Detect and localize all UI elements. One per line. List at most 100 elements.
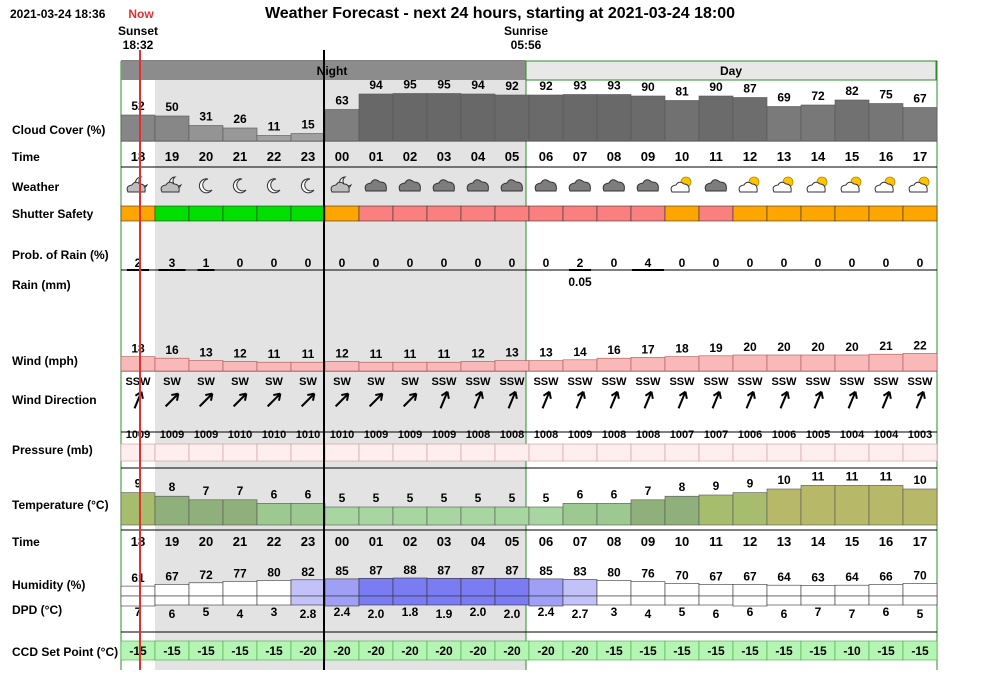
- wind-arrow-icon: [881, 390, 892, 409]
- label-dpd: DPD (°C): [12, 603, 62, 617]
- humidity-bar: [732, 583, 768, 597]
- wind-value: 16: [165, 343, 179, 357]
- ccd-value: -20: [469, 644, 487, 658]
- dpd-bar: [698, 595, 734, 606]
- pressure-value: 1010: [262, 429, 286, 441]
- humidity-bar: [596, 580, 632, 597]
- wind-bar: [426, 361, 462, 372]
- time-label: 21: [233, 149, 247, 164]
- pressure-value: 1010: [296, 429, 320, 441]
- humidity-value: 72: [199, 568, 213, 582]
- wind-direction-label: SW: [299, 376, 317, 388]
- night-panel: [155, 80, 526, 670]
- wind-bar: [120, 356, 156, 372]
- day-header: [525, 60, 937, 81]
- temperature-bar: [868, 485, 904, 526]
- cloud-cover-value: 63: [335, 94, 349, 108]
- dpd-value: 7: [849, 607, 856, 621]
- pressure-value: 1007: [670, 429, 694, 441]
- time-label: 19: [165, 149, 179, 164]
- humidity-value: 63: [811, 571, 825, 585]
- ccd-value: -15: [231, 644, 249, 658]
- cloud-cover-value: 15: [301, 118, 315, 132]
- weather-row: [126, 176, 930, 194]
- pressure-cell: [188, 443, 224, 462]
- rain-mm-value: 0.05: [568, 275, 592, 289]
- humidity-bar: [664, 583, 700, 597]
- ccd-value: -20: [537, 644, 555, 658]
- cloud-cover-bar: [392, 93, 428, 142]
- pressure-value: 1006: [772, 429, 796, 441]
- time-label: 14: [811, 149, 826, 164]
- partly-cloudy-night-icon: [160, 176, 183, 193]
- temperature-value: 5: [475, 491, 482, 505]
- wind-direction-label: SW: [367, 376, 385, 388]
- humidity-value: 77: [233, 566, 247, 580]
- wind-bar: [154, 357, 190, 372]
- dpd-bar: [154, 595, 190, 606]
- pressure-value: 1004: [840, 429, 865, 441]
- cloud-cover-value: 75: [879, 88, 893, 102]
- wind-value: 22: [913, 338, 927, 352]
- label-time-bottom: Time: [12, 535, 40, 549]
- cloud-cover-value: 11: [268, 120, 281, 134]
- humidity-bar: [222, 580, 258, 597]
- wind-bar: [494, 360, 530, 372]
- dpd-bar: [290, 595, 326, 606]
- dpd-bar: [800, 595, 836, 606]
- wind-bar: [732, 354, 768, 372]
- wind-bar: [630, 357, 666, 372]
- humidity-value: 70: [675, 568, 689, 582]
- pressure-value: 1008: [534, 429, 558, 441]
- dpd-value: 2.7: [572, 607, 589, 621]
- cloud-cover-bar: [222, 127, 258, 142]
- pressure-value: 1009: [398, 429, 422, 441]
- time-label-bottom: 04: [471, 534, 486, 549]
- cloud-cover-value: 90: [641, 80, 655, 94]
- rain-prob-value: 0: [747, 256, 754, 270]
- shutter-safety-cell: [188, 205, 224, 222]
- wind-value: 17: [641, 342, 655, 356]
- period-panels: [121, 80, 526, 670]
- shutter-safety-cell: [256, 205, 292, 222]
- cloud-icon: [704, 179, 727, 192]
- dpd-value: 2.0: [470, 605, 487, 619]
- label-cloud-cover: Cloud Cover (%): [12, 123, 105, 137]
- dpd-value: 2.0: [504, 607, 521, 621]
- temperature-value: 9: [135, 477, 142, 491]
- rain-prob-value: 0: [713, 256, 720, 270]
- time-label: 07: [573, 149, 587, 164]
- rain-prob-value: 2: [135, 256, 142, 270]
- pressure-cell: [732, 443, 768, 462]
- wind-bar: [596, 357, 632, 372]
- dpd-bar: [426, 595, 462, 606]
- pressure-cell: [562, 443, 598, 462]
- time-label: 03: [437, 149, 451, 164]
- wind-arrow-icon: [164, 392, 180, 408]
- cloud-icon: [534, 179, 557, 192]
- wind-arrow-icon: [334, 392, 350, 408]
- temperature-bar: [630, 499, 666, 526]
- dpd-bar: [834, 595, 870, 606]
- time-label: 13: [777, 149, 791, 164]
- wind-row: 18 16 13 12 11 11 12 11 11 11 12 13 13 14 16 17 18 19 20 20…: [120, 338, 938, 372]
- humidity-bar: [392, 577, 428, 597]
- cloud-icon: [602, 179, 625, 192]
- temperature-bar: [120, 492, 156, 526]
- time-label-bottom: 15: [845, 534, 859, 549]
- humidity-value: 76: [641, 567, 655, 581]
- cloud-cover-value: 94: [369, 78, 383, 92]
- cloud-cover-bar: [664, 100, 700, 142]
- time-label: 02: [403, 149, 417, 164]
- dpd-bar: [766, 595, 802, 606]
- wind-value: 12: [335, 346, 349, 360]
- wind-value: 20: [845, 340, 859, 354]
- cloud-cover-bar: [766, 106, 802, 142]
- cloud-cover-bar: [732, 97, 768, 142]
- pressure-cell: [834, 443, 870, 462]
- rain-prob-value: 2: [577, 256, 584, 270]
- temperature-bar: [222, 499, 258, 526]
- ccd-value: -15: [809, 644, 827, 658]
- time-label: 17: [913, 149, 927, 164]
- pressure-cell: [120, 443, 156, 462]
